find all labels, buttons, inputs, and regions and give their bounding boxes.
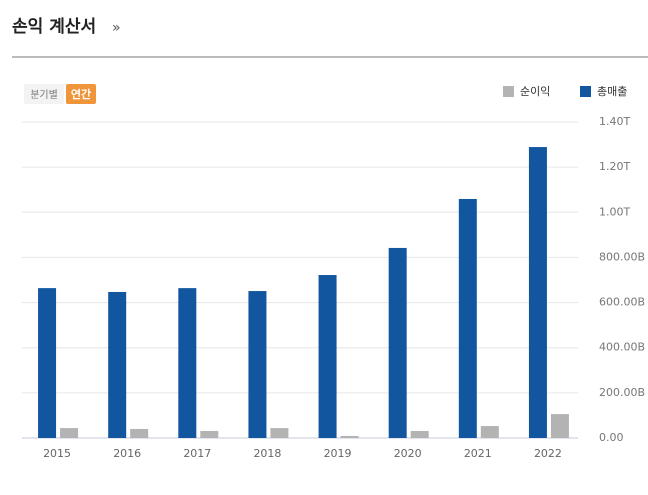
bar bbox=[388, 247, 407, 438]
y-tick-label: 1.40T bbox=[599, 115, 630, 128]
bar bbox=[270, 428, 289, 438]
tab[interactable]: 분기별 bbox=[30, 89, 58, 101]
y-tick-label: 1.00T bbox=[599, 205, 630, 218]
more-link[interactable]: » bbox=[112, 20, 121, 36]
bar bbox=[60, 428, 79, 438]
y-tick-label: 600.00B bbox=[599, 296, 645, 309]
bar bbox=[480, 426, 499, 438]
bar bbox=[38, 288, 57, 438]
tab-bg bbox=[24, 84, 64, 104]
x-tick-label: 2018 bbox=[253, 447, 281, 460]
x-tick-label: 2015 bbox=[43, 447, 71, 460]
y-tick-label: 1.20T bbox=[599, 160, 630, 173]
y-tick-label: 200.00B bbox=[599, 386, 645, 399]
y-tick-label: 400.00B bbox=[599, 341, 645, 354]
bar bbox=[340, 435, 359, 438]
bar bbox=[550, 414, 569, 438]
x-tick-label: 2019 bbox=[324, 447, 352, 460]
x-tick-label: 2017 bbox=[183, 447, 211, 460]
bar bbox=[108, 291, 127, 438]
bar bbox=[458, 198, 477, 438]
bar bbox=[130, 428, 149, 438]
bar bbox=[200, 431, 219, 438]
legend-swatch bbox=[503, 86, 514, 97]
bar bbox=[318, 275, 337, 438]
tab-active-bg bbox=[66, 84, 96, 104]
legend-label: 총매출 bbox=[597, 85, 627, 98]
bar bbox=[528, 147, 547, 438]
section-title: 손익 계산서 bbox=[12, 17, 96, 37]
legend-swatch bbox=[580, 86, 591, 97]
tab-active[interactable]: 연간 bbox=[71, 87, 91, 101]
y-tick-label: 0.00 bbox=[599, 431, 624, 444]
legend-label: 순이익 bbox=[520, 85, 550, 98]
bar bbox=[410, 431, 429, 438]
x-tick-label: 2020 bbox=[394, 447, 422, 460]
bar bbox=[248, 291, 267, 438]
x-tick-label: 2021 bbox=[464, 447, 492, 460]
x-tick-label: 2022 bbox=[534, 447, 562, 460]
x-tick-label: 2016 bbox=[113, 447, 141, 460]
bar bbox=[178, 288, 197, 438]
y-tick-label: 800.00B bbox=[599, 250, 645, 263]
